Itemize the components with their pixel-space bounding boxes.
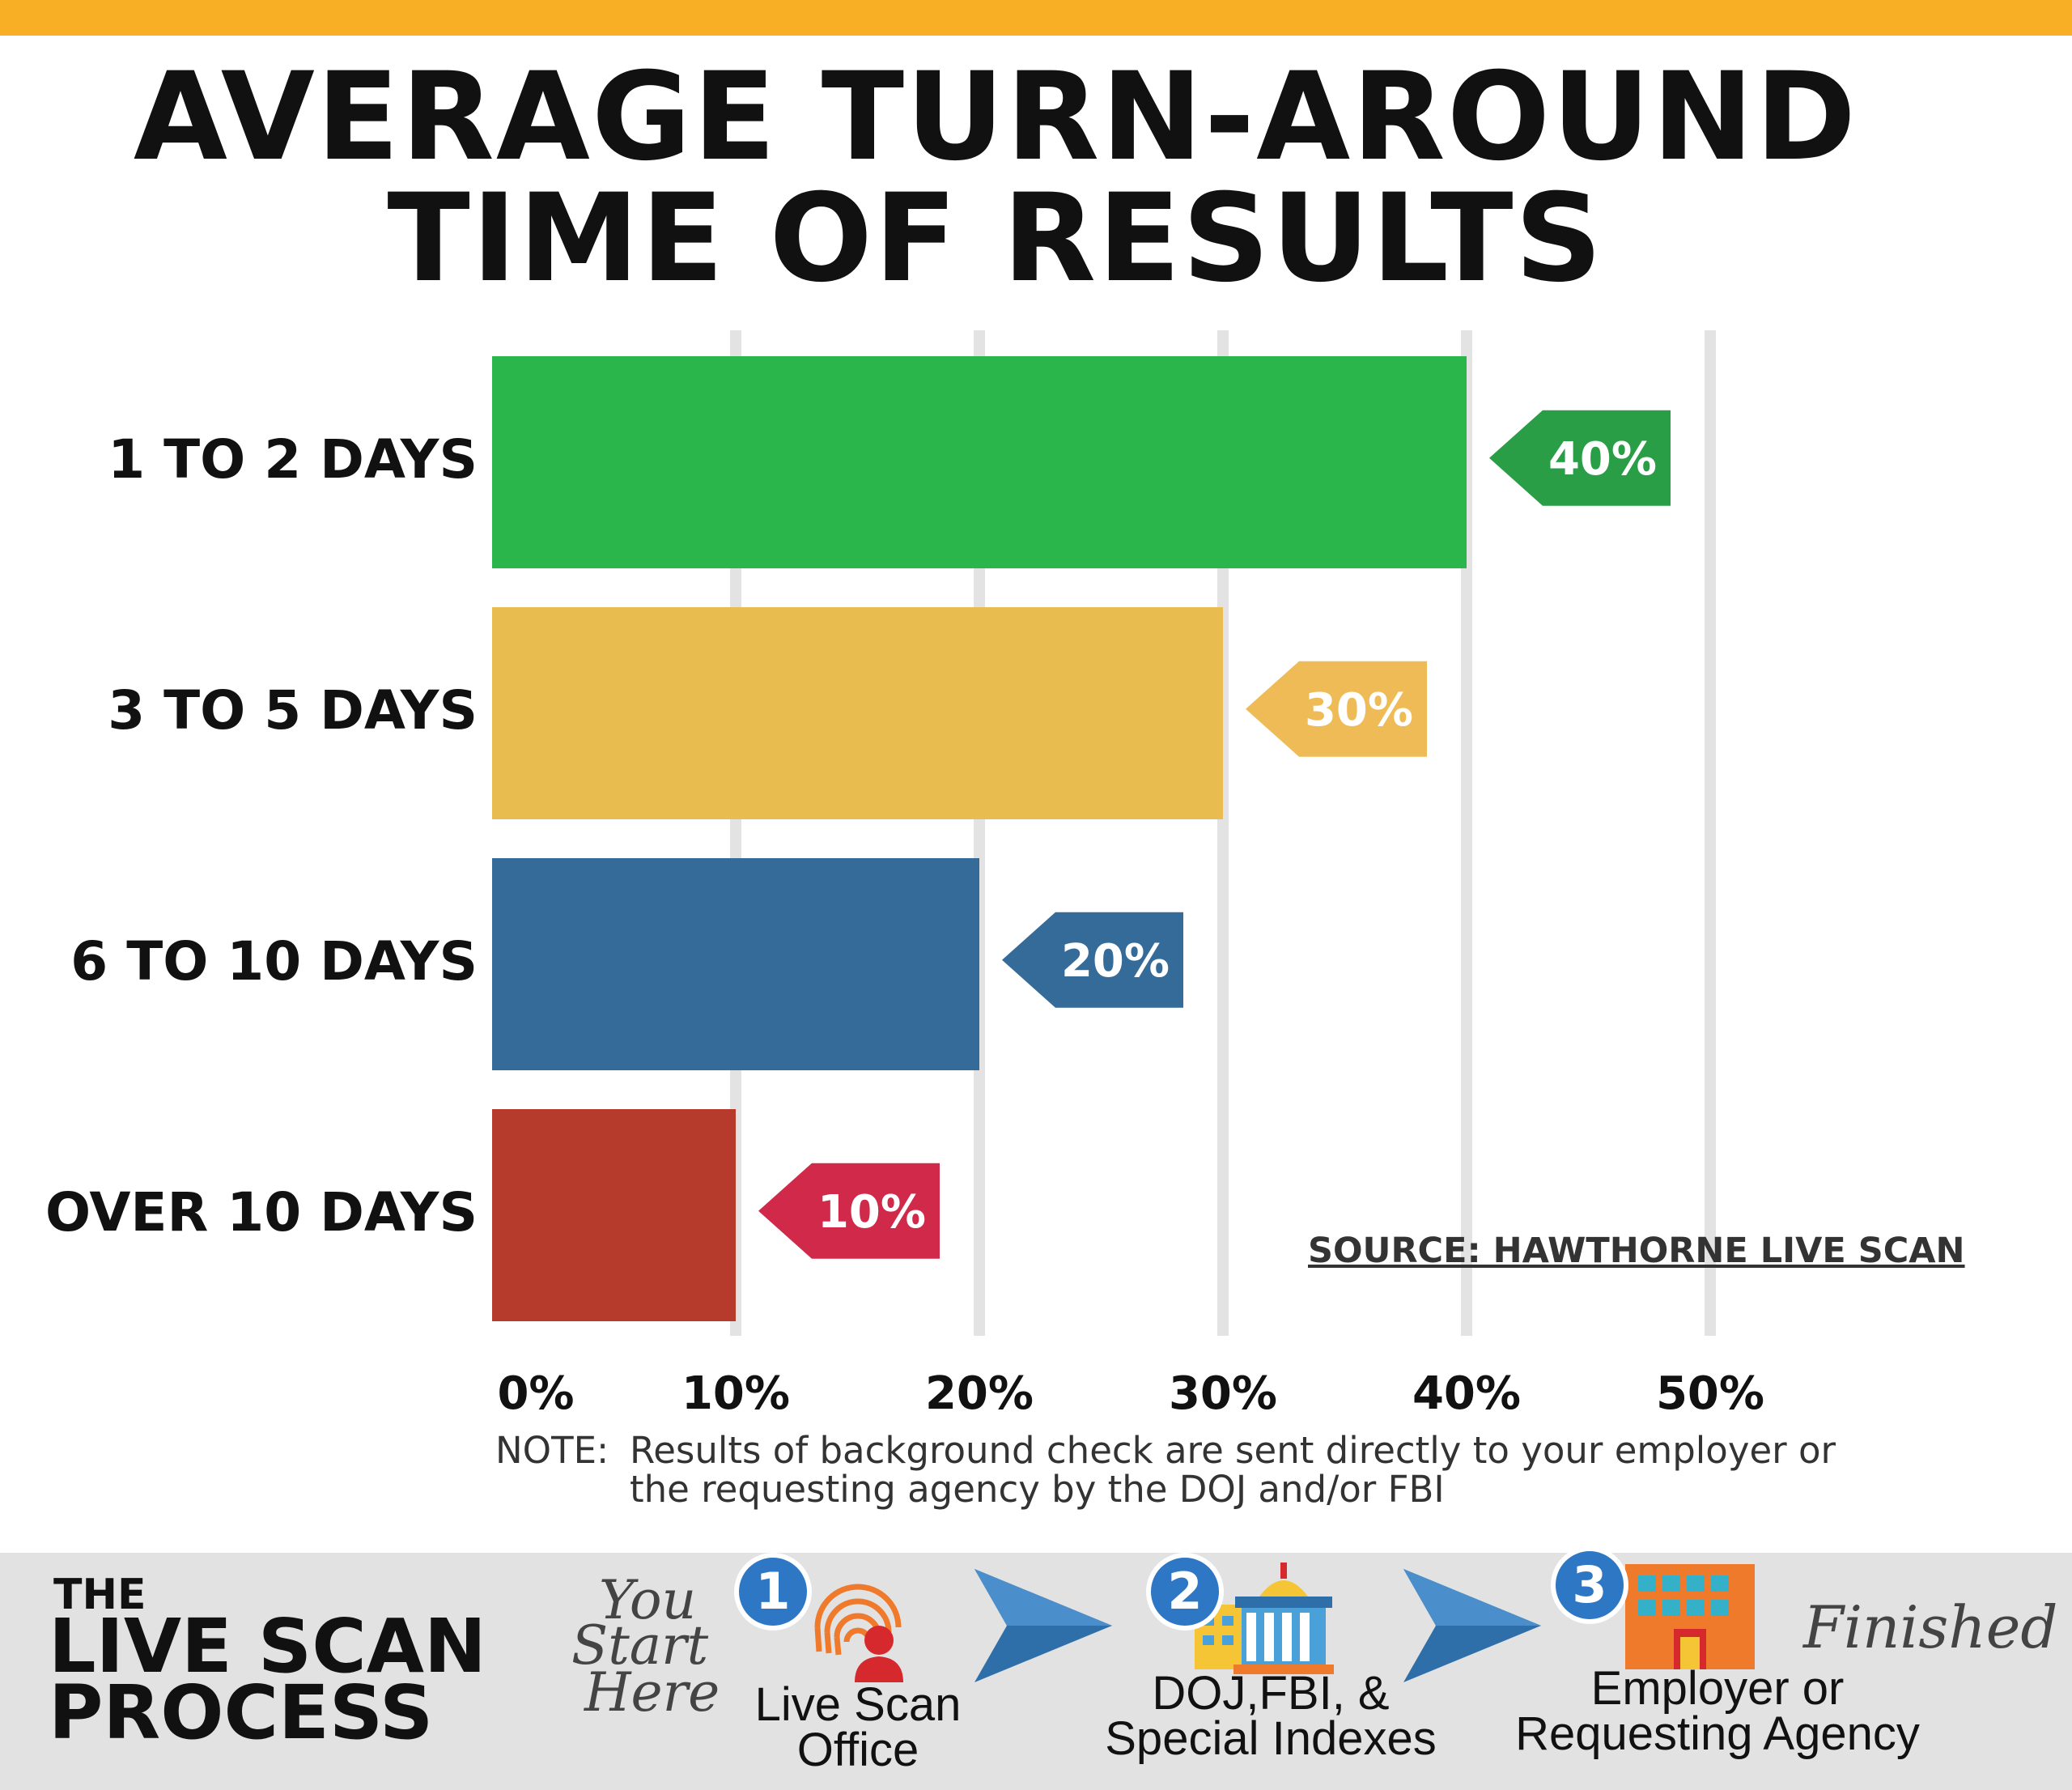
start-word-here: Here [584,1661,720,1724]
arrow-right-icon [1403,1569,1541,1682]
step-3-badge: 3 [1551,1546,1628,1624]
x-tick-label-2: 20% [925,1367,1034,1420]
footer-heading-line-1: LIVE SCAN [49,1603,486,1690]
grid-line-4 [1461,330,1472,1336]
data-labels: 40% 30% 20% 10% [758,410,1671,1259]
step-3-label: Employer or Requesting Agency [1491,1662,1944,1760]
government-building-icon [1195,1563,1334,1674]
bar-1 [492,356,1467,568]
step-3-label-line-1: Employer or [1590,1662,1845,1715]
live-scan-process-footer: THE LIVE SCAN PROCESS You Start Here 1 L… [0,1546,2072,1790]
office-building-icon [1625,1564,1755,1669]
data-label-2: 30% [1305,684,1413,737]
step-1-badge: 1 [734,1553,812,1631]
step-1-label-line-2: Office [796,1724,919,1776]
bars [492,356,1467,1321]
category-labels: 1 TO 2 DAYS 3 TO 5 DAYS 6 TO 10 DAYS OVER 1… [45,428,478,1244]
grid-lines [730,330,1716,1336]
step-2-label: DOJ,FBI, & Special Indexes [1093,1667,1449,1765]
category-label-3: 6 TO 10 DAYS [70,930,478,993]
finished-label: Finished [1803,1593,2058,1661]
step-2-label-line-1: DOJ,FBI, & [1152,1667,1390,1720]
note-label: NOTE: [495,1429,609,1472]
category-label-1: 1 TO 2 DAYS [108,428,478,491]
bar-2 [492,607,1223,819]
step-1-label-line-1: Live Scan [754,1678,962,1731]
category-label-4: OVER 10 DAYS [45,1181,478,1244]
step-1-label: Live Scan Office [712,1678,1004,1776]
note-text: Results of background check are sent dir… [630,1429,1836,1511]
data-label-tag-4 [758,1163,940,1259]
footer-heading-small: THE [53,1571,146,1619]
footer-heading-line-2: PROCESS [49,1669,434,1756]
page-title: AVERAGE TURN-AROUND TIME OF RESULTS [0,57,1991,300]
bar-chart: 40% 30% 20% 10% 1 TO 2 DAYS 3 TO 5 DAYS 6 TO … [45,330,1764,1420]
grid-line-5 [1705,330,1716,1336]
title-line-1: AVERAGE TURN-AROUND [133,47,1858,188]
step-2-label-line-2: Special Indexes [1105,1712,1437,1765]
x-tick-label-3: 30% [1169,1367,1277,1420]
data-label-4: 10% [817,1186,926,1239]
data-label-1: 40% [1548,433,1657,486]
data-label-tag-1 [1489,410,1671,506]
x-tick-label-4: 40% [1412,1367,1521,1420]
fingerprint-icon [814,1584,903,1682]
bar-3 [492,858,979,1070]
grid-line-1 [730,330,741,1336]
x-tick-label-0: 0% [497,1367,574,1420]
x-tick-label-1: 10% [681,1367,790,1420]
x-axis-tick-labels: 0% 10% 20% 30% 40% 50% [497,1367,1764,1420]
grid-line-3 [1217,330,1229,1336]
top-accent-stripe [0,0,2072,36]
bar-4 [492,1109,736,1321]
data-label-3: 20% [1061,935,1170,988]
data-label-tag-2 [1246,661,1427,757]
start-word-start: Start [571,1614,709,1677]
data-label-tag-3 [1002,912,1183,1008]
grid-line-2 [974,330,985,1336]
arrow-right-icon [974,1569,1112,1682]
x-tick-label-5: 50% [1656,1367,1764,1420]
step-3-label-line-2: Requesting Agency [1515,1707,1920,1760]
step-2-badge: 2 [1146,1553,1224,1631]
source-credit: SOURCE: HAWTHORNE LIVE SCAN [1308,1231,1965,1271]
start-word-you: You [599,1569,697,1631]
category-label-2: 3 TO 5 DAYS [108,679,478,742]
title-line-2: TIME OF RESULTS [387,168,1604,309]
